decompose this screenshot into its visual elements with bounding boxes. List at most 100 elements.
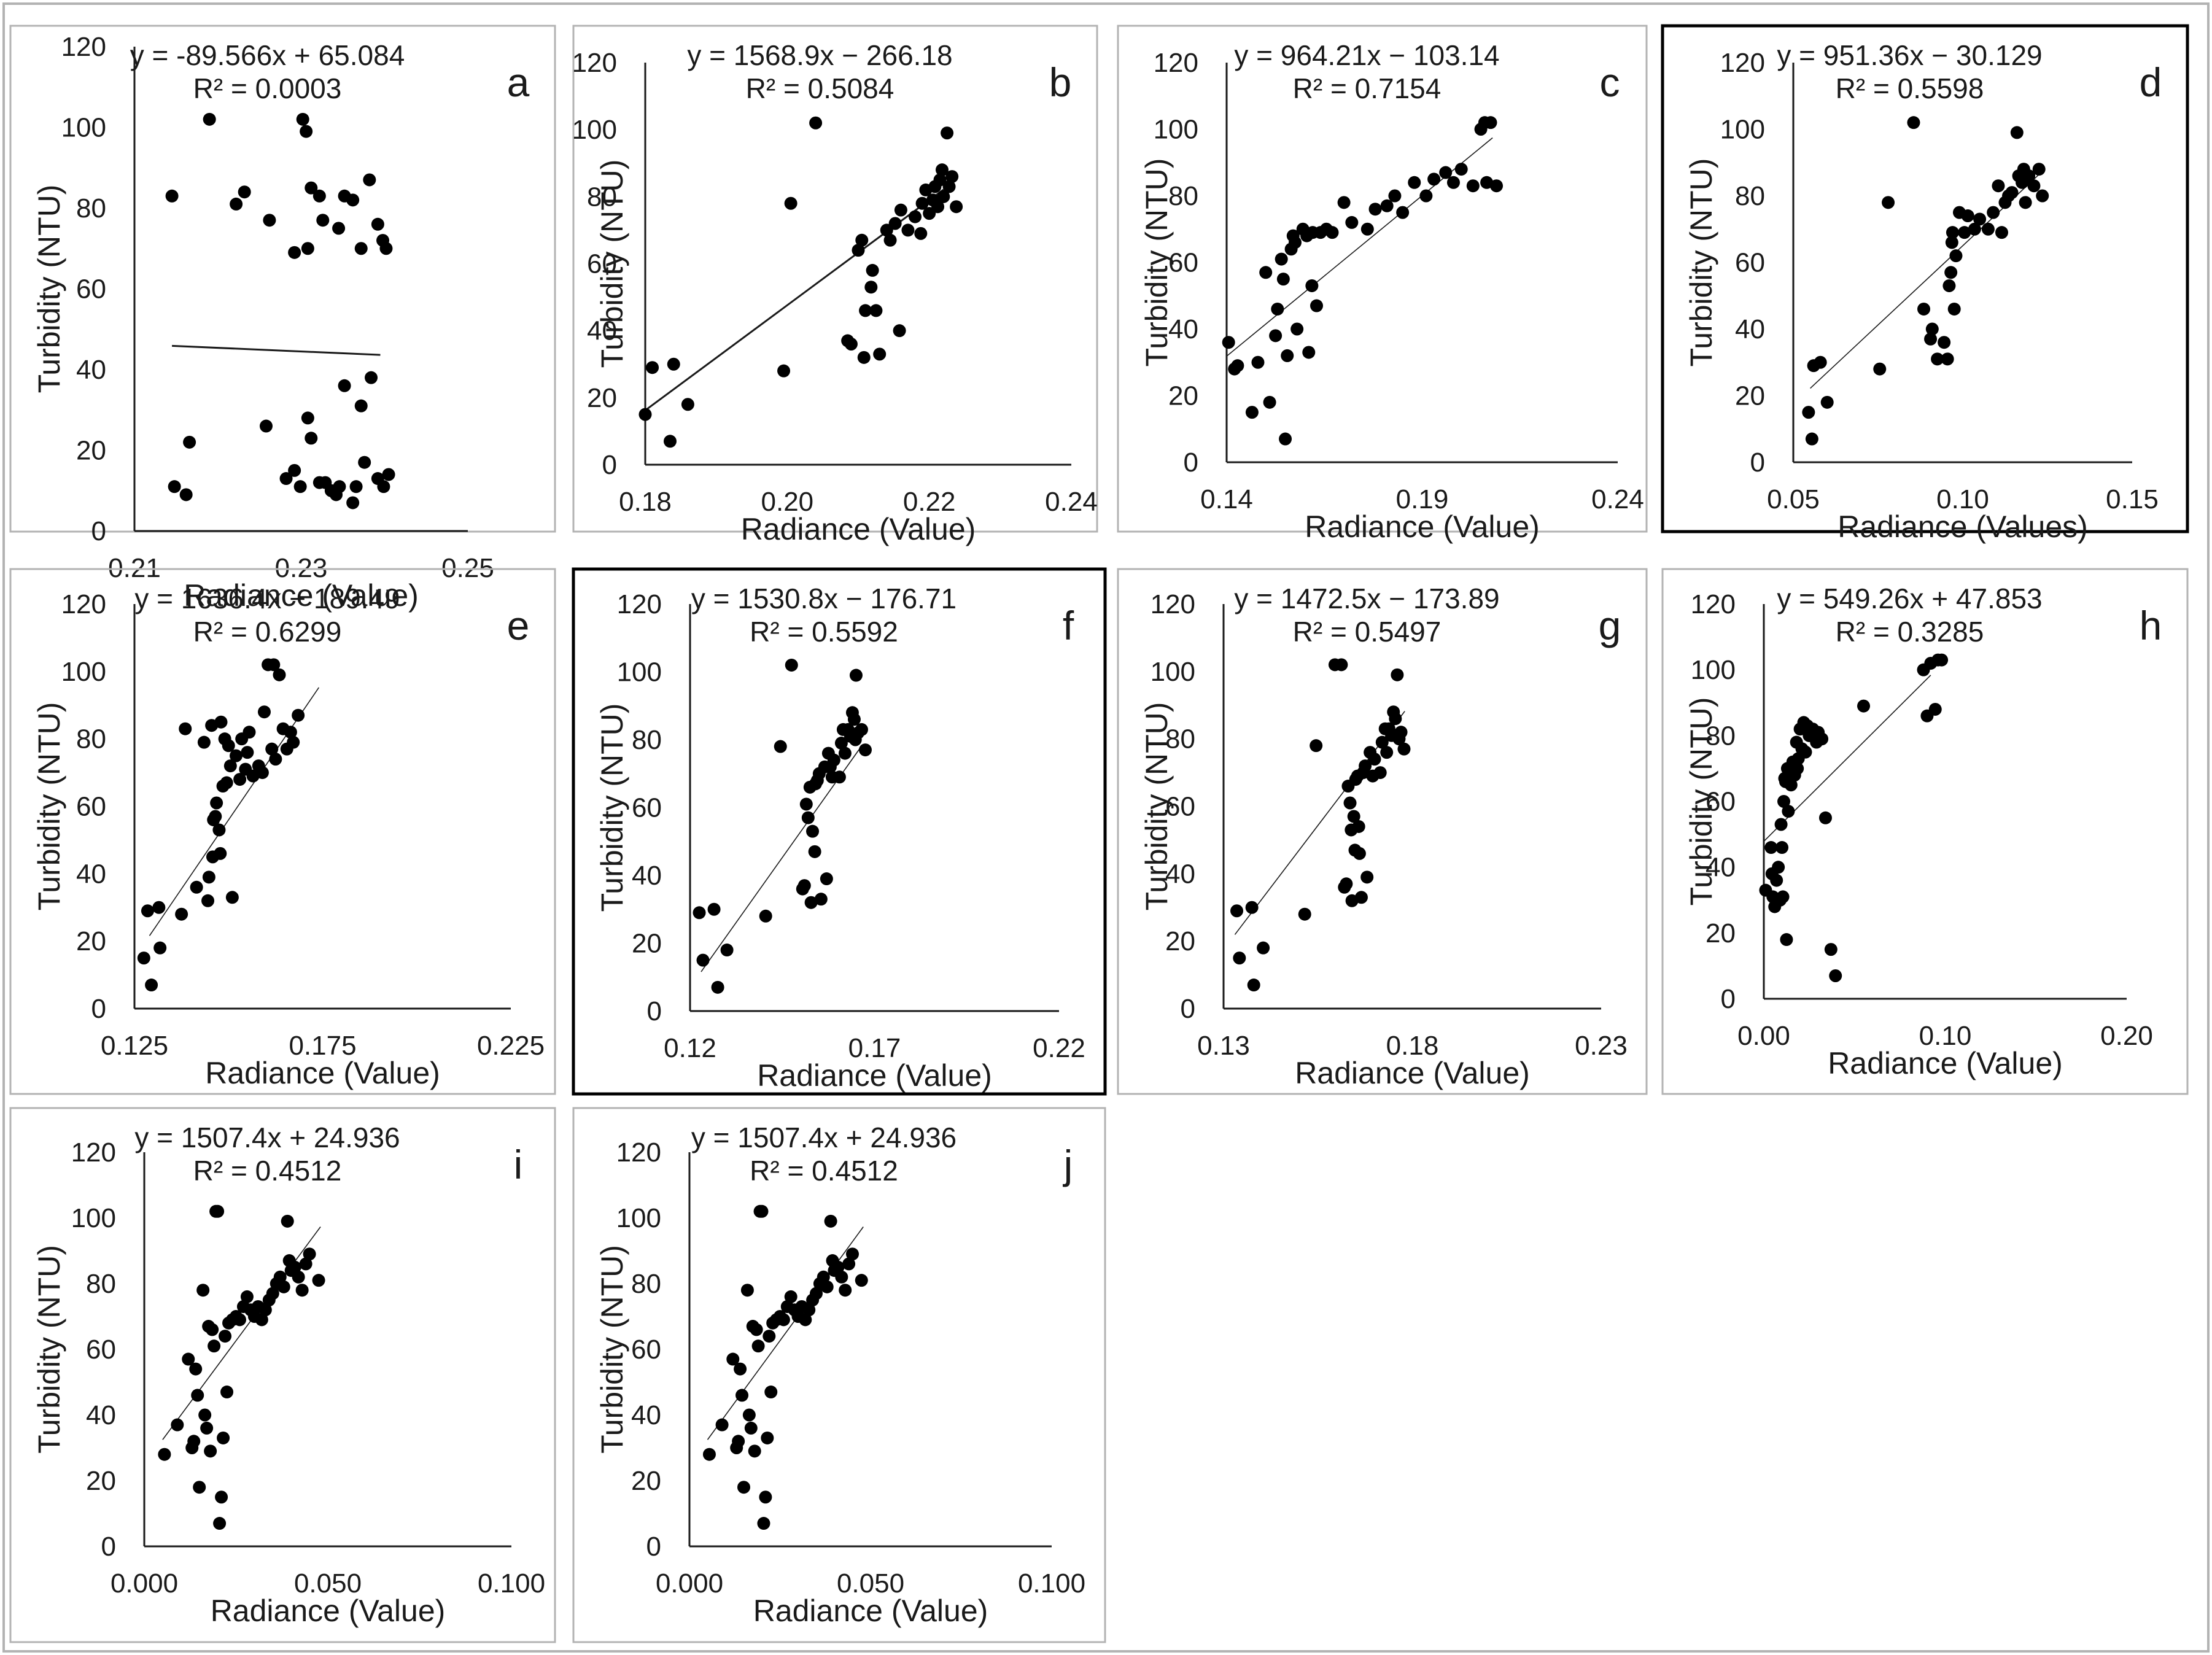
y-tick-label: 20	[1706, 918, 1736, 948]
panel-frame	[1661, 568, 2189, 1095]
data-point	[777, 1313, 790, 1327]
data-point	[1815, 732, 1829, 746]
data-point	[354, 242, 368, 255]
x-tick-label: 0.125	[101, 1031, 168, 1061]
data-point	[801, 811, 815, 824]
x-tick-label: 0.20	[761, 487, 814, 517]
y-tick-label: 100	[1691, 655, 1736, 685]
data-point	[219, 1330, 232, 1343]
x-tick-label: 0.000	[656, 1568, 723, 1599]
data-point	[858, 743, 872, 757]
y-tick-label: 120	[1720, 48, 1765, 78]
data-point	[838, 746, 852, 760]
data-point	[855, 723, 868, 736]
panel-g: 0 20 40 60 80 100 120 0.13 0.18 0.23 Radiance (Val…	[1117, 568, 1648, 1095]
data-point	[292, 1270, 305, 1284]
data-point	[931, 200, 945, 214]
trendline-equation: y = 964.21x − 103.14	[1234, 39, 1499, 71]
x-tick-label: 0.22	[1033, 1033, 1085, 1063]
data-point	[1818, 811, 1832, 824]
data-point	[1408, 176, 1421, 189]
panel-i: 0 20 40 60 80 100 120 0.000 0.050 0.100 Radiance (…	[9, 1107, 556, 1643]
r-squared-label: R² = 0.6299	[193, 616, 342, 648]
data-point	[1945, 236, 1958, 249]
data-point	[1775, 841, 1789, 855]
y-tick-label: 60	[1706, 787, 1736, 817]
y-tick-label: 60	[1168, 248, 1198, 278]
y-tick-label: 120	[1691, 589, 1736, 619]
data-point	[835, 1270, 848, 1284]
data-point	[1290, 322, 1304, 336]
data-point	[742, 1408, 756, 1422]
data-point	[202, 870, 215, 884]
y-tick-label: 120	[1151, 589, 1195, 619]
data-point	[191, 1389, 204, 1402]
data-point	[1824, 943, 1838, 956]
y-axis-title: Turbidity (NTU)	[1139, 158, 1174, 367]
panel-label: j	[1063, 1142, 1073, 1187]
data-point	[1944, 266, 1958, 279]
data-point	[1396, 206, 1410, 219]
data-point	[810, 1287, 823, 1300]
y-tick-label: 100	[1151, 657, 1195, 687]
data-point	[941, 126, 954, 140]
data-point	[1764, 841, 1778, 855]
data-point	[667, 357, 680, 371]
data-point	[1271, 302, 1284, 316]
data-point	[1995, 226, 2008, 239]
panel-frame	[572, 567, 1107, 1096]
data-point	[1968, 222, 1981, 236]
data-point	[935, 163, 949, 177]
data-point	[1925, 322, 1939, 336]
data-point	[1259, 266, 1273, 279]
panel-label: a	[507, 60, 530, 105]
x-axis-title: Radiance (Value)	[757, 1058, 992, 1093]
panel-frame	[1661, 24, 2189, 533]
x-tick-label: 0.10	[1919, 1021, 1972, 1051]
data-point	[1340, 877, 1353, 891]
data-point	[894, 203, 907, 217]
data-point	[338, 379, 351, 392]
data-point	[1310, 299, 1324, 312]
data-point	[277, 1280, 290, 1293]
data-point	[200, 1421, 214, 1435]
y-axis-title: Turbidity (NTU)	[595, 1245, 629, 1454]
y-tick-label: 20	[1735, 381, 1765, 411]
data-point	[1829, 969, 1842, 982]
panel-h: 0 20 40 60 80 100 120 0.00 0.10 0.20 Radiance (Val…	[1661, 568, 2189, 1095]
data-point	[1484, 116, 1497, 130]
data-point	[2032, 163, 2046, 176]
y-tick-label: 40	[1165, 859, 1195, 889]
data-point	[1368, 203, 1382, 216]
data-point	[842, 1257, 856, 1271]
y-tick-label: 60	[631, 1335, 661, 1365]
data-point	[808, 845, 821, 858]
data-point	[681, 398, 694, 411]
y-tick-label: 60	[1165, 792, 1195, 822]
data-point	[744, 1421, 758, 1435]
data-point	[193, 1481, 206, 1494]
data-point	[1368, 753, 1381, 766]
panel-label: e	[507, 603, 530, 648]
data-point	[1397, 742, 1411, 756]
r-squared-label: R² = 0.5598	[1836, 72, 1984, 104]
y-tick-label: 0	[646, 1532, 661, 1562]
panel-b: 0 20 40 60 80 100 120 0.18 0.20 0.22 0.24 Radiance …	[572, 25, 1098, 546]
data-point	[909, 210, 922, 223]
data-point	[1935, 653, 1949, 667]
data-point	[942, 180, 956, 193]
data-point	[1931, 352, 1944, 366]
data-point	[1360, 222, 1374, 236]
data-point	[707, 902, 721, 916]
data-point	[2005, 186, 2019, 200]
y-tick-label: 20	[631, 1466, 661, 1496]
data-point	[817, 1270, 830, 1284]
y-tick-label: 20	[76, 926, 106, 956]
r-squared-label: R² = 0.5497	[1293, 616, 1442, 648]
data-point	[1928, 702, 1942, 716]
data-point	[293, 480, 307, 494]
r-squared-label: R² = 0.4512	[750, 1155, 898, 1187]
data-point	[832, 770, 846, 784]
data-point	[696, 953, 710, 967]
